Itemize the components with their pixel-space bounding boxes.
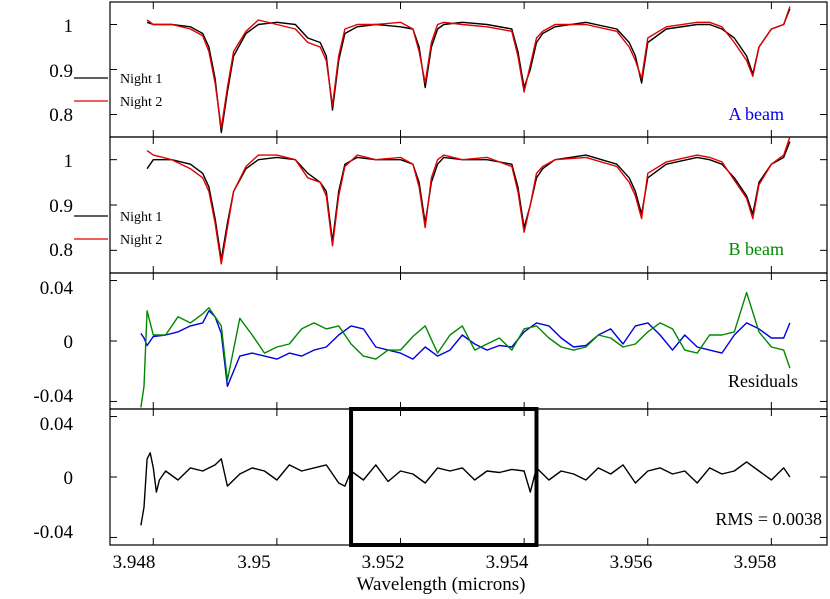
annotation-residuals: Residuals	[728, 371, 798, 391]
legend-b: Night 1 Night 2	[74, 210, 162, 248]
b-ytick-label: 0.8	[49, 240, 73, 261]
series-line-night-2	[146, 136, 791, 265]
series-layer	[140, 6, 791, 526]
b-ytick-label: 1	[64, 151, 74, 172]
comb-ytick-label: -0.04	[33, 522, 73, 543]
xtick-label: 3.952	[362, 552, 405, 573]
highlight-box	[349, 407, 539, 547]
comb-ytick-label: 0	[64, 468, 74, 489]
comb-ytick-label: 0.04	[40, 414, 74, 435]
legend-label: Night 2	[120, 233, 162, 248]
annotation-a-beam: A beam	[729, 104, 785, 124]
series-line-night-1	[146, 8, 791, 134]
res-ytick-label: 0.04	[40, 278, 74, 299]
res-ytick-label: 0	[64, 332, 74, 353]
xtick-label: 3.958	[734, 552, 777, 573]
legend-label: Night 1	[120, 72, 162, 87]
panel-b-frame	[109, 136, 828, 274]
series-line-night-2	[146, 6, 791, 129]
series-line-b-beam	[140, 291, 791, 408]
a-ytick-label: 1	[64, 16, 74, 37]
legend-a: Night 1 Night 2	[74, 72, 162, 110]
panel-residuals-frame	[109, 272, 828, 410]
res-ytick-label: -0.04	[33, 386, 73, 407]
xtick-label: 3.948	[113, 552, 156, 573]
series-line-a-beam	[140, 310, 791, 387]
legend-label: Night 2	[120, 95, 162, 110]
b-ytick-label: 0.9	[49, 196, 73, 217]
series-line-residual	[140, 452, 791, 526]
xtick-label: 3.95	[237, 552, 270, 573]
xtick-label: 3.956	[610, 552, 653, 573]
annotation-rms: RMS = 0.0038	[715, 509, 822, 529]
ticks-layer	[110, 2, 827, 545]
xtick-label: 3.954	[486, 552, 529, 573]
legend-label: Night 1	[120, 210, 162, 225]
x-axis-title: Wavelength (microns)	[357, 574, 526, 595]
annotation-b-beam: B beam	[729, 239, 785, 259]
a-ytick-label: 0.8	[49, 105, 73, 126]
a-ytick-label: 0.9	[49, 61, 73, 82]
